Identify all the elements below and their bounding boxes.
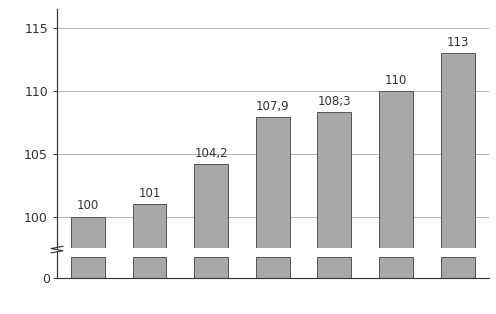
Bar	[317, 257, 351, 278]
Bar	[441, 257, 475, 278]
Bar	[441, 53, 475, 314]
Bar	[194, 164, 228, 314]
Text: 104,2: 104,2	[194, 147, 228, 160]
Text: 108;3: 108;3	[317, 95, 351, 108]
Text: 107,9: 107,9	[256, 100, 290, 113]
Bar	[132, 204, 167, 314]
Bar	[71, 217, 105, 314]
Bar	[256, 257, 290, 278]
Text: 100: 100	[77, 199, 99, 212]
Text: 110: 110	[385, 74, 407, 87]
Bar	[379, 91, 413, 314]
Text: 101: 101	[138, 187, 161, 200]
Bar	[132, 257, 167, 278]
Bar	[194, 257, 228, 278]
Bar	[317, 112, 351, 314]
Bar	[256, 117, 290, 314]
Bar	[379, 257, 413, 278]
Text: 113: 113	[446, 36, 469, 49]
Bar	[71, 257, 105, 278]
